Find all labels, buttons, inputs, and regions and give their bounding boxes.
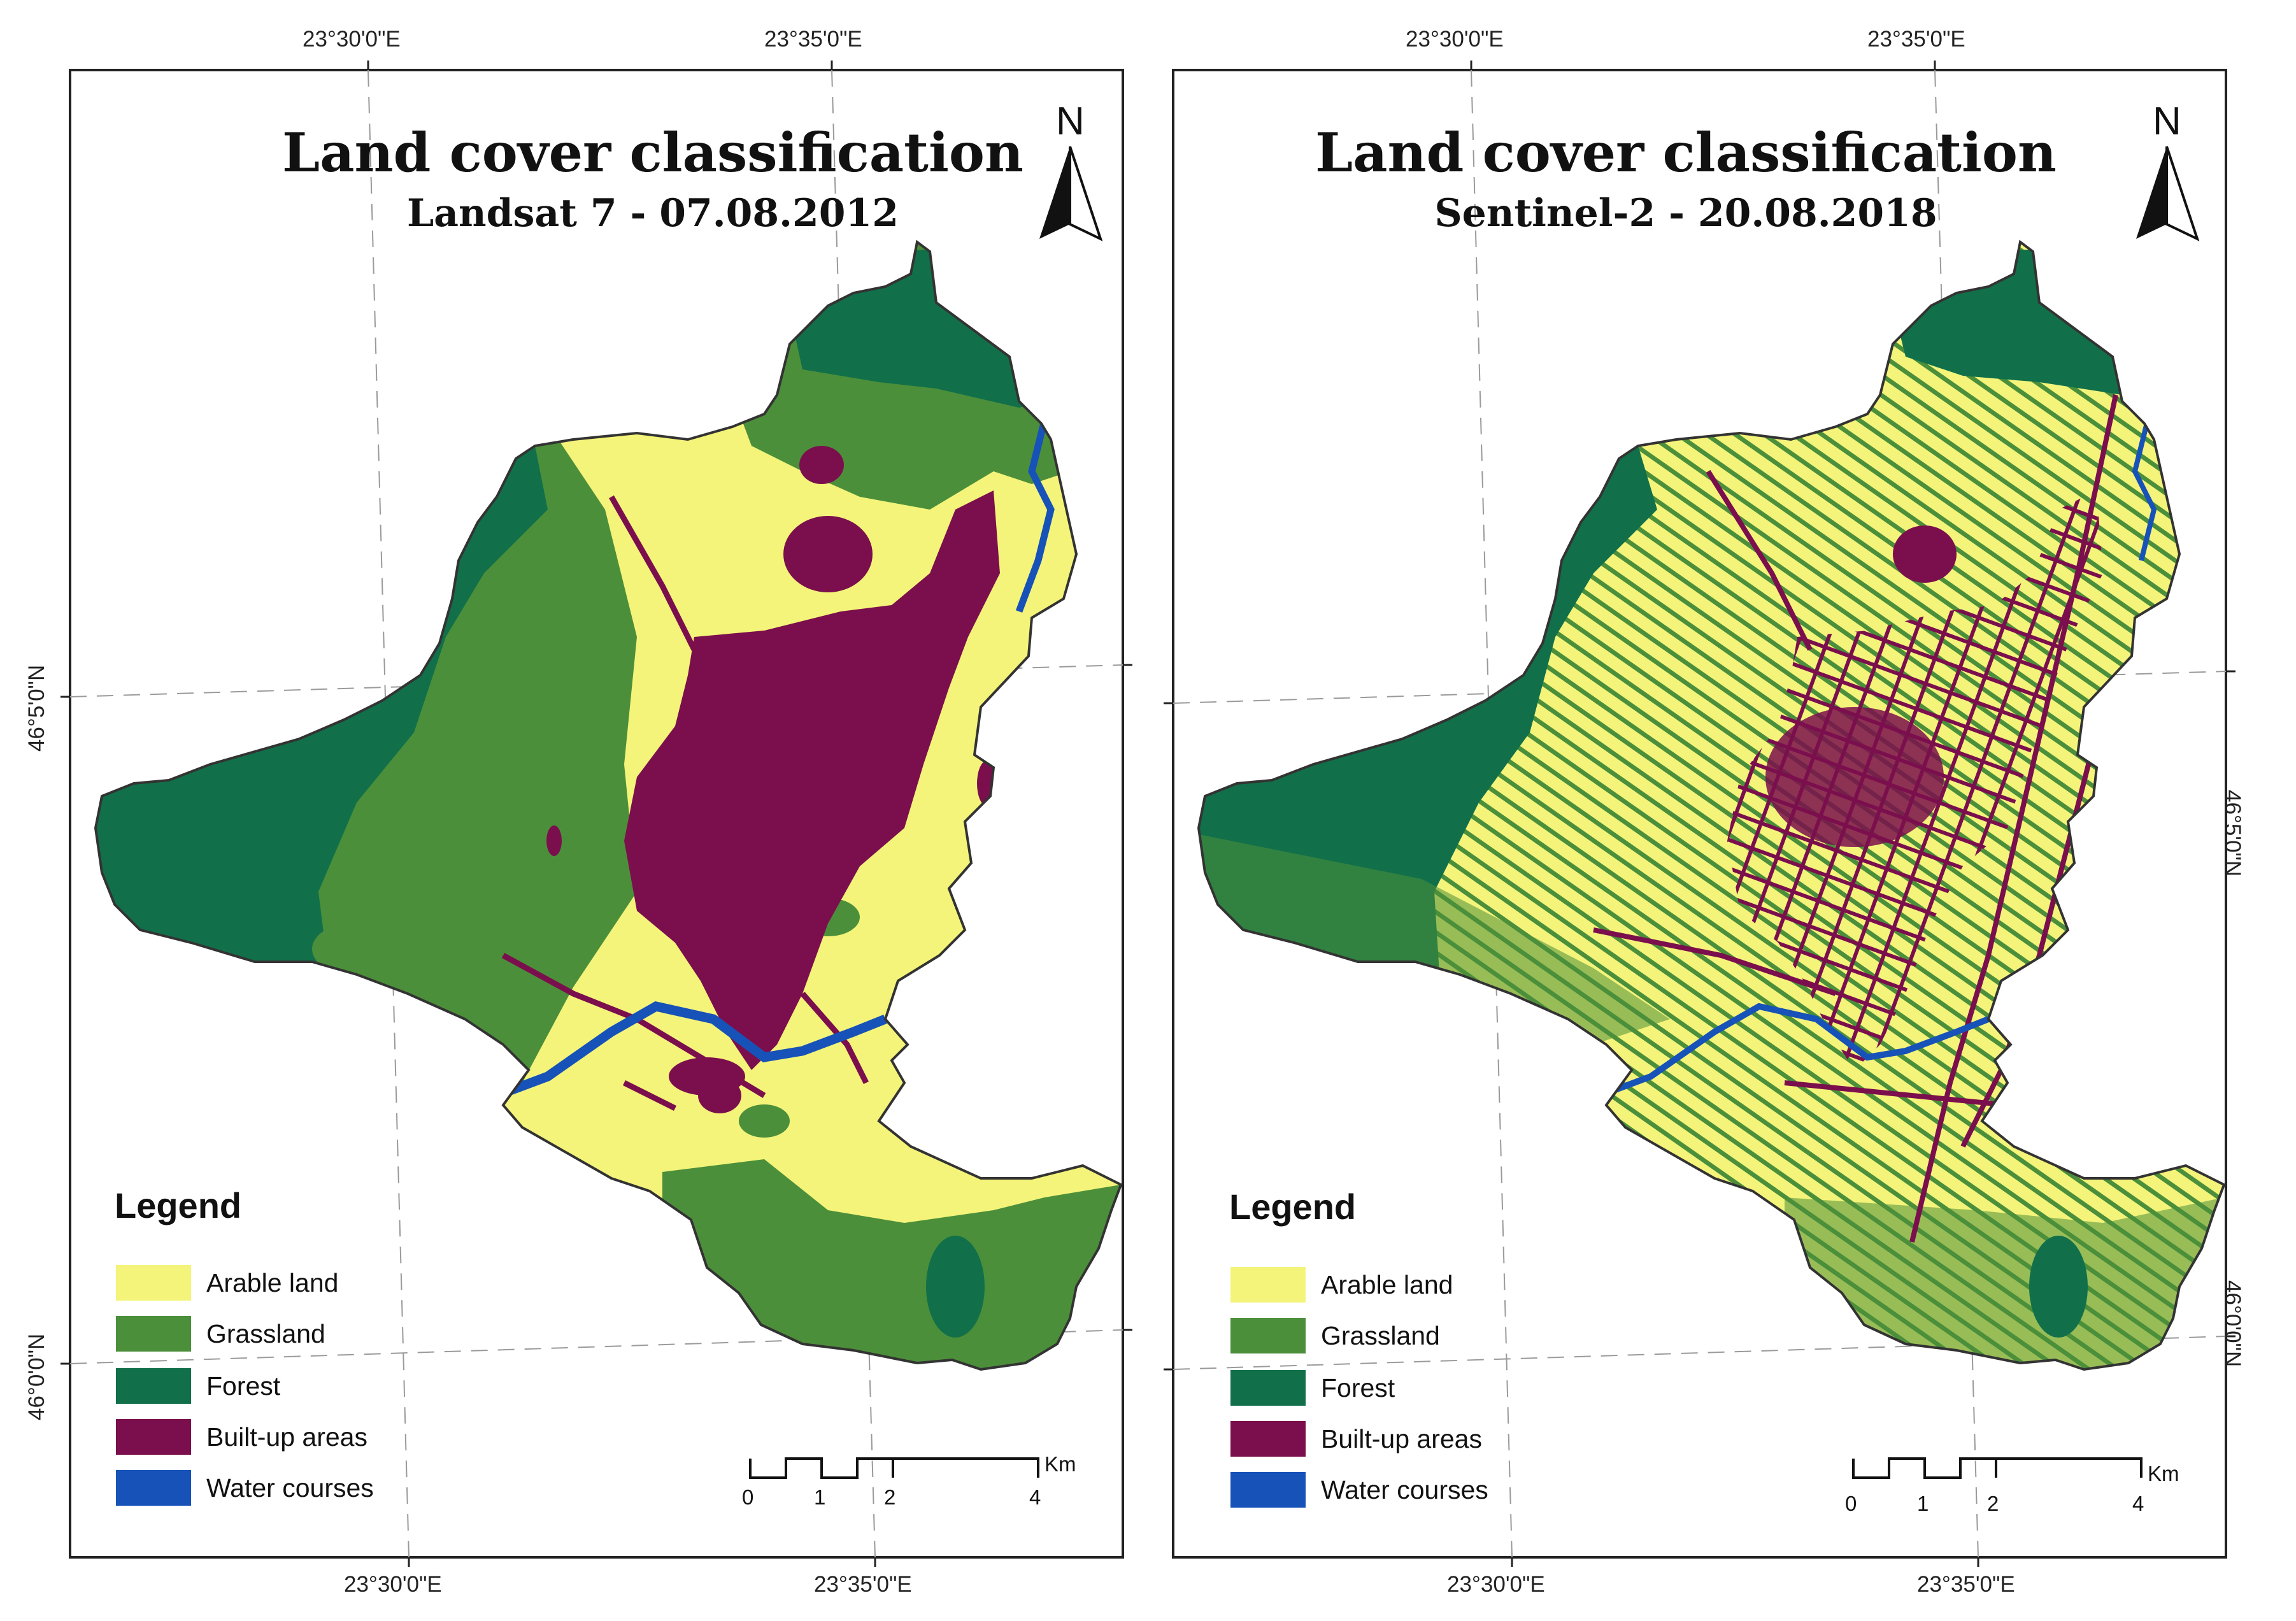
legend-swatch (1230, 1318, 1306, 1353)
map-canvas (61, 61, 1132, 1567)
legend-swatch (1230, 1267, 1306, 1303)
longitude-label-top: 23°35'0"E (1867, 27, 1965, 52)
legend-title: Legend (115, 1185, 242, 1225)
longitude-label-bottom: 23°35'0"E (814, 1572, 912, 1597)
legend-swatch (1230, 1370, 1306, 1406)
latitude-label-right: 46°5'0"N (2220, 790, 2245, 877)
scale-unit: Km (2148, 1462, 2179, 1485)
legend-label: Arable land (206, 1268, 339, 1297)
legend-item-grassland: Grassland (1230, 1316, 1440, 1355)
graticule-ticks (61, 61, 1132, 1567)
legend-label: Built-up areas (206, 1422, 367, 1452)
longitude-label-top: 23°30'0"E (1406, 27, 1504, 52)
legend-swatch (1230, 1472, 1306, 1508)
legend-item-builtup: Built-up areas (1230, 1419, 1482, 1459)
legend-label: Water courses (206, 1473, 374, 1503)
longitude-label-bottom: 23°30'0"E (1447, 1572, 1545, 1597)
legend-swatch (116, 1470, 191, 1506)
latitude-label-left: 46°0'0"N (24, 1333, 49, 1420)
map-panel-sentinel: 23°30'0"E 23°35'0"E 23°30'0"E 23°35'0"E … (1148, 0, 2295, 1621)
legend-label: Forest (206, 1371, 281, 1401)
legend-label: Arable land (1321, 1269, 1453, 1299)
scale-tick-label: 4 (2132, 1492, 2144, 1515)
legend-item-builtup: Built-up areas (116, 1417, 367, 1457)
legend-item-forest: Forest (116, 1366, 280, 1406)
scale-tick-label: 0 (1845, 1492, 1857, 1515)
legend-item-grassland: Grassland (116, 1314, 325, 1353)
longitude-label-bottom: 23°30'0"E (344, 1572, 442, 1597)
legend-label: Grassland (1321, 1320, 1440, 1350)
scale-tick-label: 1 (814, 1485, 826, 1509)
legend-swatch (116, 1265, 191, 1301)
legend-item-water: Water courses (116, 1468, 374, 1508)
legend-swatch (116, 1368, 191, 1404)
graticule-ticks (1164, 61, 2235, 1567)
map-title: Land cover classification (282, 121, 1023, 184)
latitude-label-right: 46°0'0"N (2220, 1280, 2245, 1367)
longitude-label-bottom: 23°35'0"E (1917, 1572, 2015, 1597)
north-letter: N (2153, 99, 2181, 143)
legend-title: Legend (1229, 1187, 1357, 1227)
scale-unit: Km (1045, 1452, 1076, 1476)
legend-item-arable: Arable land (116, 1263, 338, 1303)
legend-label: Water courses (1321, 1475, 1488, 1504)
scale-bar (749, 1457, 1039, 1479)
legend-label: Forest (1321, 1373, 1395, 1403)
scale-tick-label: 2 (884, 1485, 896, 1509)
north-arrow (1039, 146, 1103, 241)
latitude-label-left: 46°5'0"N (24, 664, 49, 752)
map-subtitle: Sentinel-2 - 20.08.2018 (1434, 191, 1937, 236)
scale-tick-label: 4 (1029, 1485, 1041, 1509)
map-panel-landsat: 23°30'0"E 23°35'0"E 23°30'0"E 23°35'0"E … (24, 27, 1132, 1597)
scale-tick-label: 0 (742, 1485, 754, 1509)
scale-tick-label: 1 (1917, 1492, 1929, 1515)
map-title: Land cover classification (1315, 121, 2057, 184)
legend-label: Grassland (206, 1318, 325, 1348)
legend-item-water: Water courses (1230, 1470, 1488, 1510)
legend-label: Built-up areas (1321, 1424, 1482, 1453)
legend-item-arable: Arable land (1230, 1265, 1453, 1304)
legend-swatch (116, 1419, 191, 1455)
scale-bar (1852, 1457, 2143, 1479)
north-letter: N (1056, 99, 1085, 143)
longitude-label-top: 23°30'0"E (303, 27, 401, 52)
legend-swatch (1230, 1421, 1306, 1457)
scale-tick-label: 2 (1987, 1492, 1999, 1515)
legend-swatch (116, 1316, 191, 1352)
map-subtitle: Landsat 7 - 07.08.2012 (406, 191, 899, 236)
north-arrow (2136, 146, 2200, 241)
map-canvas (1164, 61, 2235, 1567)
legend-item-forest: Forest (1230, 1368, 1395, 1408)
longitude-label-top: 23°35'0"E (764, 27, 862, 52)
